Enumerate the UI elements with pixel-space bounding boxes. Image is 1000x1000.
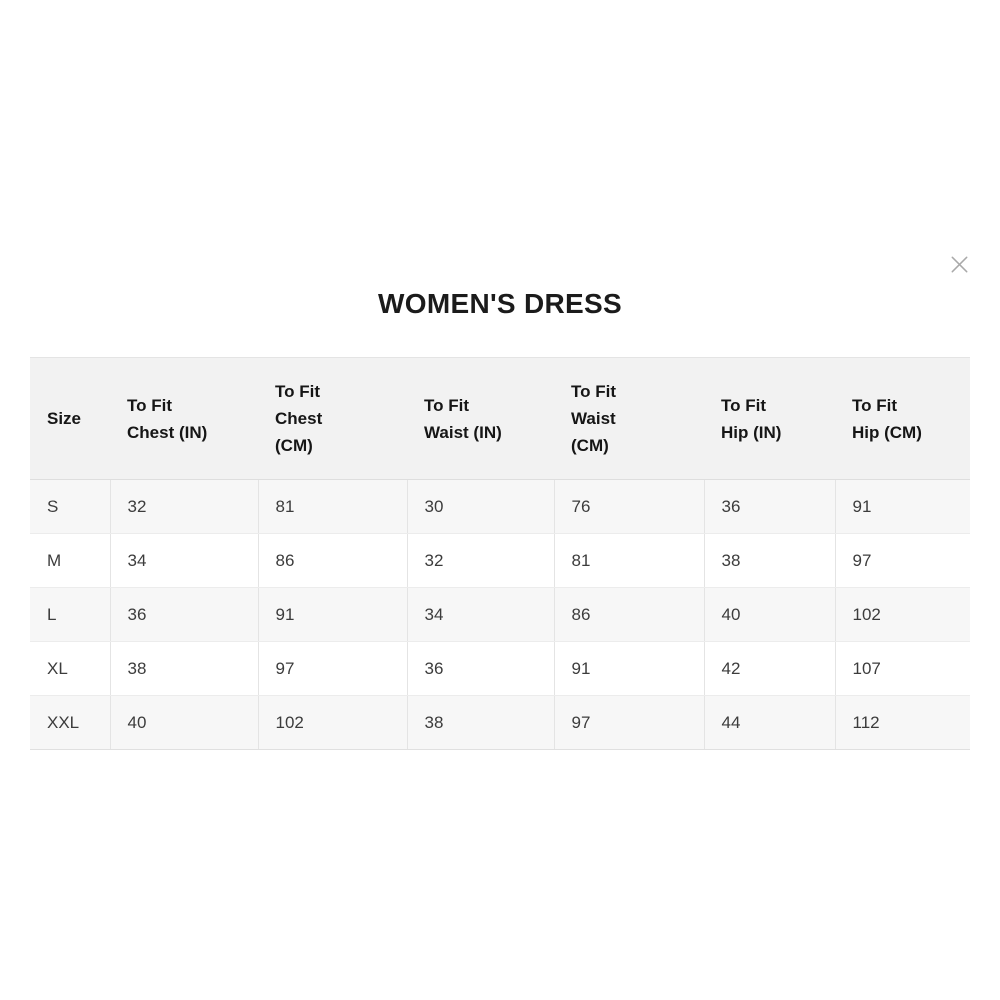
measurement-cell: 86 [553,587,704,642]
measurement-cell: 91 [834,479,970,534]
measurement-cell: 36 [109,587,258,642]
measurement-cell: 40 [109,695,258,750]
column-header: To Fit Chest (IN) [110,357,258,480]
size-cell: L [30,587,110,642]
size-cell: XL [30,641,110,696]
measurement-cell: 32 [406,533,554,588]
size-cell: S [30,479,110,534]
close-icon [951,256,967,272]
measurement-cell: 112 [834,695,970,750]
measurement-cell: 42 [703,641,835,696]
column-header: To Fit Hip (IN) [704,357,835,480]
column-header: Size [30,357,110,480]
measurement-cell: 86 [257,533,407,588]
measurement-cell: 97 [553,695,704,750]
measurement-cell: 34 [406,587,554,642]
table-row: XXL 40 102 38 97 44 112 [30,695,970,750]
measurement-cell: 102 [834,587,970,642]
measurement-cell: 81 [553,533,704,588]
measurement-cell: 30 [406,479,554,534]
measurement-cell: 97 [834,533,970,588]
measurement-cell: 38 [406,695,554,750]
measurement-cell: 76 [553,479,704,534]
measurement-cell: 34 [109,533,258,588]
measurement-cell: 97 [257,641,407,696]
dialog-title: WOMEN'S DRESS [378,288,622,319]
measurement-cell: 36 [703,479,835,534]
measurement-cell: 102 [257,695,407,750]
size-cell: XXL [30,695,110,750]
measurement-cell: 40 [703,587,835,642]
measurement-cell: 44 [703,695,835,750]
size-chart-table: Size To Fit Chest (IN) To Fit Chest (CM) To… [30,357,970,750]
measurement-cell: 91 [553,641,704,696]
table-row: M 34 86 32 81 38 97 [30,533,970,588]
measurement-cell: 91 [257,587,407,642]
table-row: S 32 81 30 76 36 91 [30,479,970,534]
measurement-cell: 32 [109,479,258,534]
table-row: L 36 91 34 86 40 102 [30,587,970,642]
size-cell: M [30,533,110,588]
column-header: To Fit Chest (CM) [258,357,407,480]
close-button[interactable] [944,249,974,279]
measurement-cell: 38 [109,641,258,696]
column-header: To Fit Waist (CM) [554,357,704,480]
measurement-cell: 107 [834,641,970,696]
measurement-cell: 81 [257,479,407,534]
column-header: To Fit Waist (IN) [407,357,554,480]
header-row: Size To Fit Chest (IN) To Fit Chest (CM) To… [30,357,970,480]
measurement-cell: 38 [703,533,835,588]
column-header: To Fit Hip (CM) [835,357,970,480]
measurement-cell: 36 [406,641,554,696]
table-row: XL 38 97 36 91 42 107 [30,641,970,696]
